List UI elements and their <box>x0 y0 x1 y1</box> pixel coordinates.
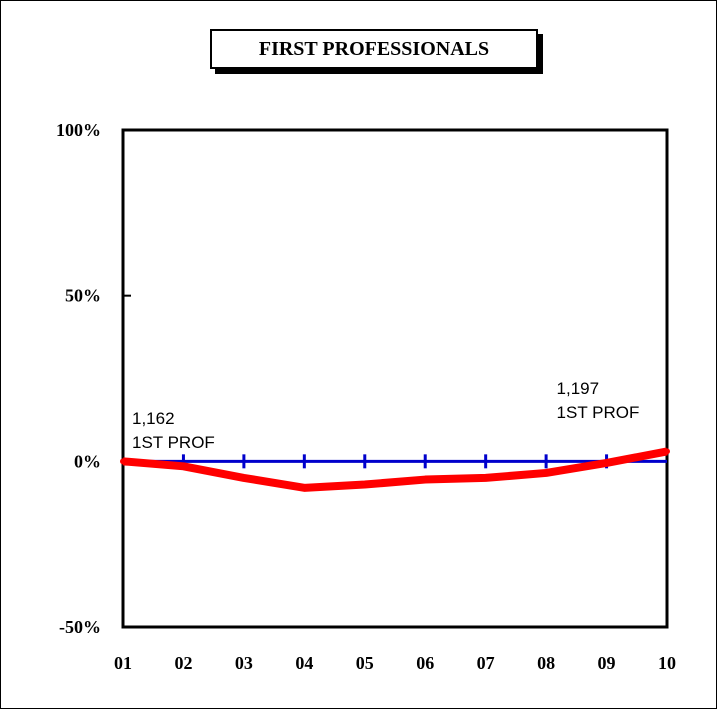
x-tick-label: 03 <box>235 653 253 673</box>
x-tick-label: 04 <box>295 653 313 673</box>
annotation-label: 1ST PROF <box>557 403 640 422</box>
series-group <box>120 447 670 492</box>
annotation-label: 1ST PROF <box>132 433 215 452</box>
annotations: 1,162 1ST PROF 1,197 1ST PROF <box>132 379 639 452</box>
x-axis: 01 02 03 04 05 06 07 08 09 10 <box>114 653 676 673</box>
data-point <box>120 458 126 465</box>
y-tick-label: -50% <box>59 617 101 637</box>
x-tick-label: 07 <box>477 653 495 673</box>
data-point <box>603 459 610 466</box>
x-tick-label: 10 <box>658 653 676 673</box>
annotation-label: 1,162 <box>132 409 175 428</box>
x-tick-label: 01 <box>114 653 132 673</box>
data-point <box>301 484 308 491</box>
data-point <box>361 481 368 488</box>
y-tick-label: 50% <box>65 286 101 306</box>
chart-title: FIRST PROFESSIONALS <box>210 29 538 69</box>
x-tick-label: 02 <box>174 653 192 673</box>
x-tick-label: 08 <box>537 653 555 673</box>
plot-area <box>121 128 669 629</box>
y-tick-label: 0% <box>74 451 101 471</box>
y-tick-label: 100% <box>56 120 101 140</box>
x-tick-label: 06 <box>416 653 434 673</box>
data-point <box>664 448 670 455</box>
x-tick-label: 05 <box>356 653 374 673</box>
data-point <box>543 469 550 476</box>
y-axis: 100% 50% 0% -50% <box>56 120 131 637</box>
data-point <box>180 463 187 470</box>
series-line <box>122 447 668 492</box>
data-point <box>422 476 429 483</box>
data-point <box>482 474 489 481</box>
data-point <box>240 474 247 481</box>
x-tick-label: 09 <box>598 653 616 673</box>
annotation-label: 1,197 <box>557 379 600 398</box>
